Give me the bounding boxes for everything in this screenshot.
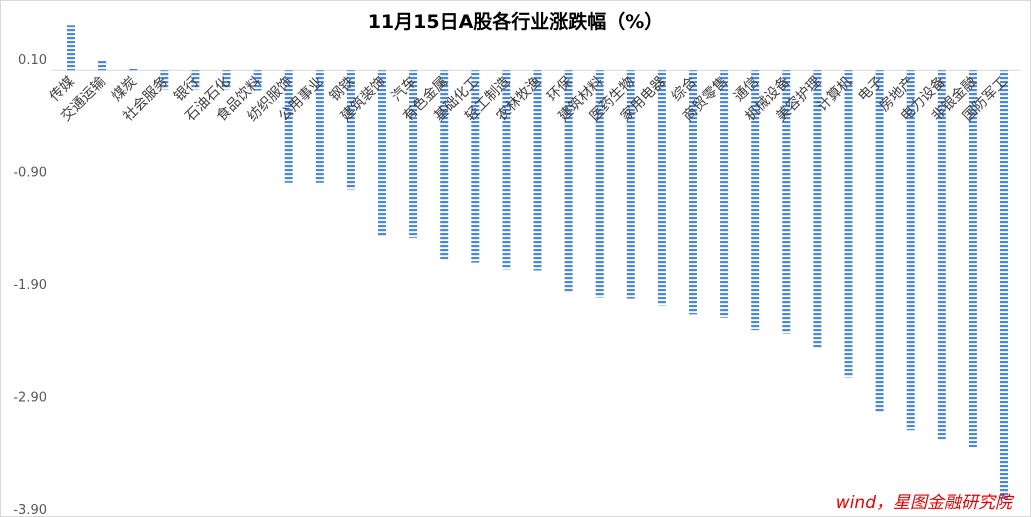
bar [564, 70, 573, 292]
y-tick-label: -1.90 [13, 278, 47, 293]
y-tick-label: -2.90 [13, 391, 47, 406]
bar [1000, 70, 1008, 499]
bar [502, 70, 511, 270]
bar [160, 70, 169, 90]
bar [751, 70, 760, 331]
bar [626, 70, 635, 299]
bar [67, 25, 75, 71]
bar [657, 70, 666, 306]
chart-title: 11月15日A股各行业涨跌幅（%） [367, 11, 664, 33]
bar [782, 70, 791, 334]
y-tick-label: -0.90 [13, 166, 47, 181]
bar [440, 70, 449, 260]
bar [875, 70, 884, 413]
bar [533, 70, 542, 271]
bar [720, 70, 729, 318]
bar [191, 70, 200, 90]
bar [595, 70, 604, 298]
bar [346, 70, 355, 190]
bar [222, 70, 231, 90]
bar [378, 70, 386, 236]
bar [409, 70, 418, 238]
y-tick-label: 0.10 [18, 53, 47, 68]
bar [129, 68, 138, 71]
y-tick-label: -3.90 [13, 503, 47, 516]
bar [689, 70, 697, 315]
bar [844, 70, 853, 378]
bar [906, 70, 915, 431]
bar [968, 70, 977, 448]
bar [937, 70, 946, 440]
bar [315, 70, 324, 183]
bar [284, 70, 293, 183]
bar [813, 70, 822, 349]
bar [98, 60, 107, 71]
bar [253, 70, 262, 91]
source-note: wind，星图金融研究院 [835, 493, 1012, 513]
bar [471, 70, 480, 263]
